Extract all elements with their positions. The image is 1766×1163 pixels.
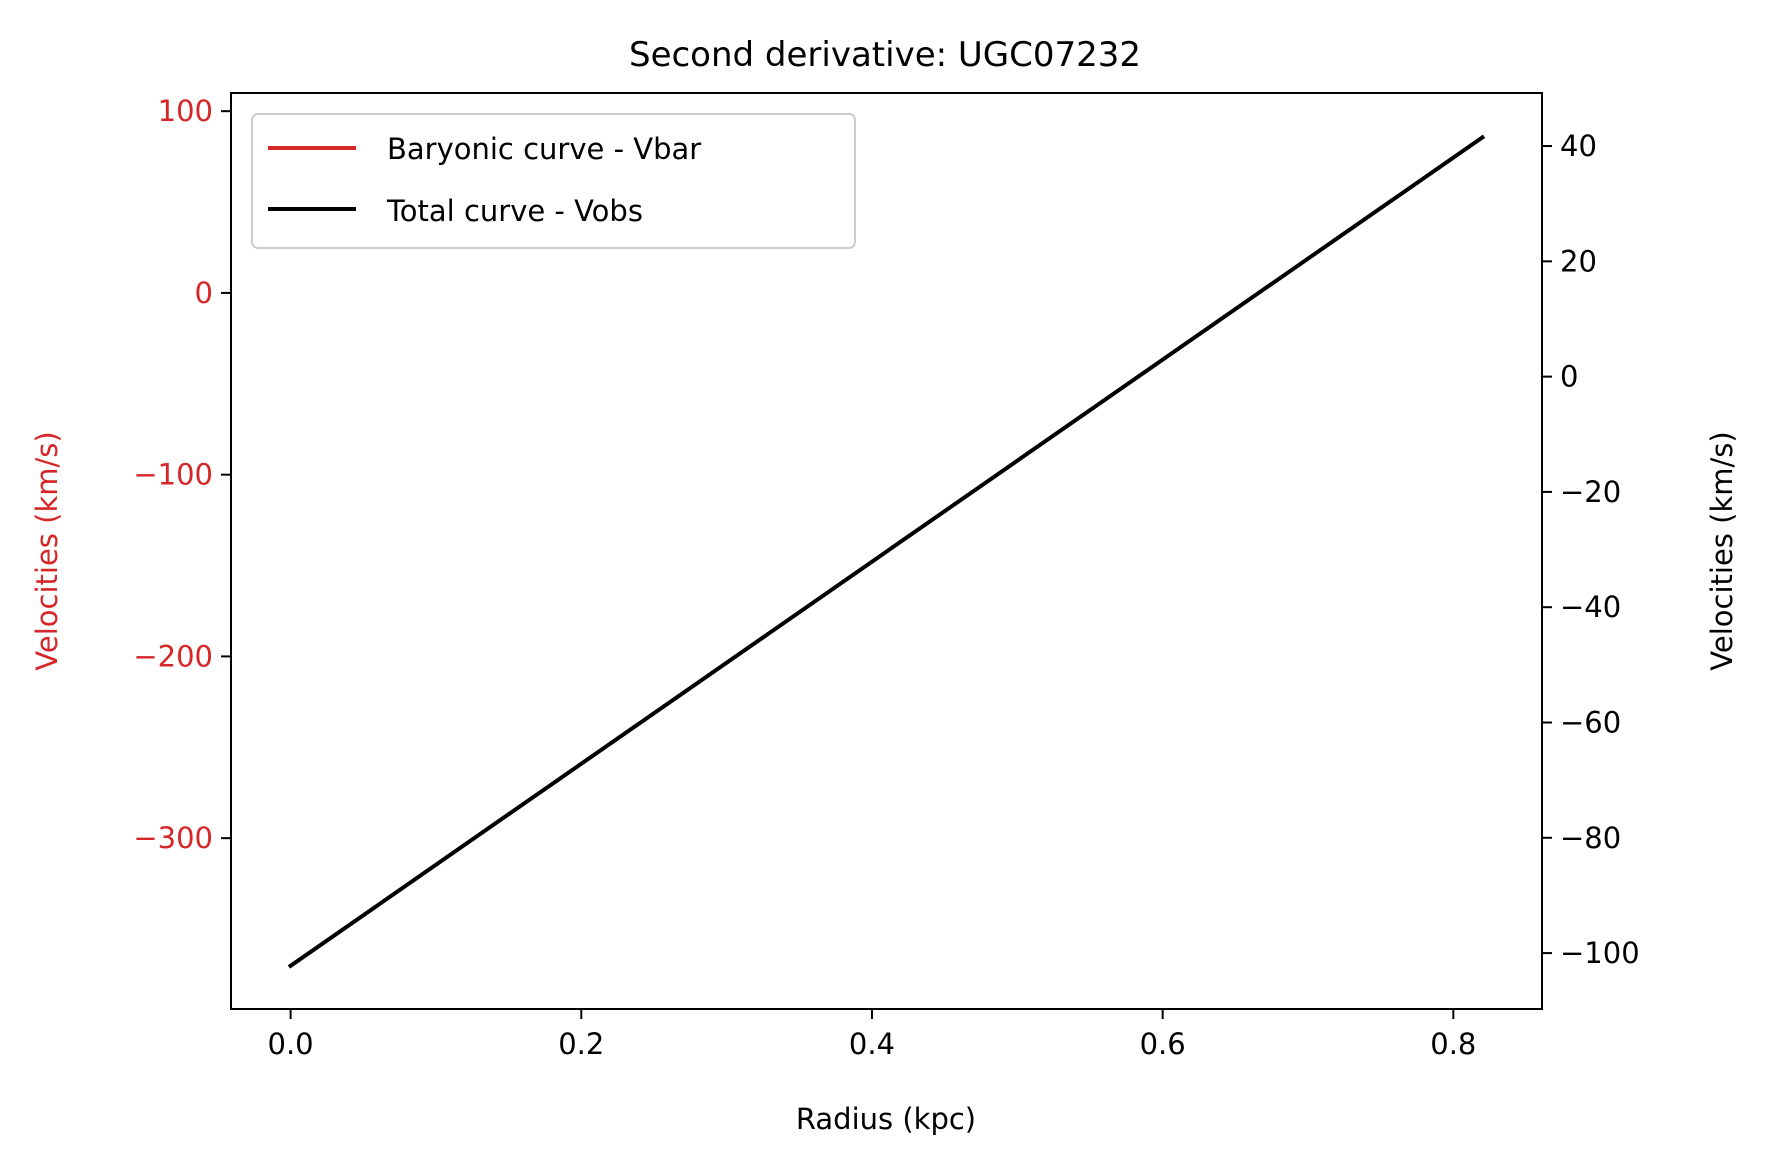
x-tick-label: 0.0: [268, 1027, 314, 1061]
x-tick-label: 0.6: [1140, 1027, 1186, 1061]
legend-label-total: Total curve - Vobs: [386, 194, 643, 228]
right-y-tick-label: 0: [1560, 360, 1578, 394]
left-y-axis-ticks: 100 0 −100 −200 −300: [133, 94, 231, 855]
left-y-tick-label: 0: [195, 276, 213, 310]
legend-label-baryonic: Baryonic curve - Vbar: [387, 132, 701, 166]
left-y-tick-label: −300: [133, 821, 213, 855]
x-axis-label: Radius (kpc): [796, 1102, 976, 1136]
legend-box: [251, 113, 856, 249]
x-tick-label: 0.4: [849, 1027, 895, 1061]
right-y-tick-label: 40: [1560, 129, 1597, 163]
x-axis-ticks: 0.0 0.2 0.4 0.6 0.8: [268, 1009, 1476, 1061]
left-y-tick-label: −100: [133, 458, 213, 492]
chart-title: Second derivative: UGC07232: [629, 35, 1141, 75]
series-line-1: [287, 134, 1486, 969]
right-y-axis-ticks: 40 20 0 −20 −40 −60 −80 −100: [1542, 129, 1640, 970]
left-y-tick-label: 100: [158, 94, 213, 128]
right-y-tick-label: 20: [1560, 244, 1597, 278]
right-y-tick-label: −100: [1560, 936, 1640, 970]
x-tick-label: 0.2: [558, 1027, 604, 1061]
plot-frame: [230, 92, 1543, 1010]
right-y-tick-label: −80: [1560, 821, 1621, 855]
legend: Baryonic curve - Vbar Total curve - Vobs: [251, 113, 856, 249]
right-y-tick-label: −60: [1560, 705, 1621, 739]
plot-lines: [287, 134, 1486, 969]
right-y-tick-label: −20: [1560, 475, 1621, 509]
right-y-tick-label: −40: [1560, 590, 1621, 624]
left-y-axis-label: Velocities (km/s): [30, 431, 64, 670]
x-tick-label: 0.8: [1430, 1027, 1476, 1061]
right-y-axis-label: Velocities (km/s): [1705, 431, 1739, 670]
left-y-tick-label: −200: [133, 639, 213, 673]
